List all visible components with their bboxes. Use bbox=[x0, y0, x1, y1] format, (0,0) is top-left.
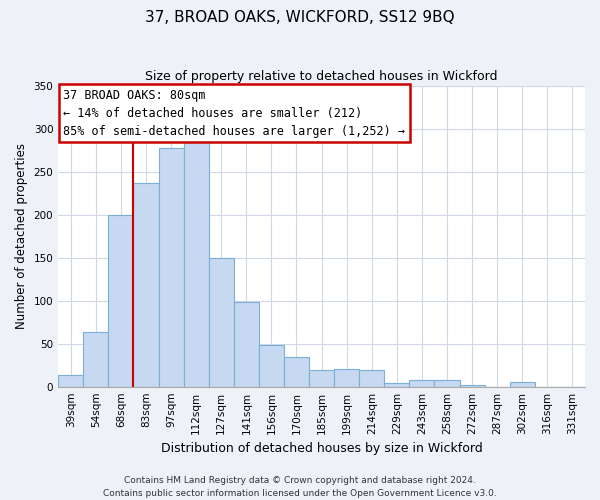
Bar bbox=[234, 302, 259, 386]
Text: 37, BROAD OAKS, WICKFORD, SS12 9BQ: 37, BROAD OAKS, WICKFORD, SS12 9BQ bbox=[145, 10, 455, 25]
Bar bbox=[58, 376, 83, 386]
Bar bbox=[83, 332, 109, 386]
Text: 37 BROAD OAKS: 80sqm
← 14% of detached houses are smaller (212)
85% of semi-deta: 37 BROAD OAKS: 80sqm ← 14% of detached h… bbox=[64, 88, 406, 138]
Bar bbox=[510, 382, 535, 386]
X-axis label: Distribution of detached houses by size in Wickford: Distribution of detached houses by size … bbox=[161, 442, 482, 455]
Bar bbox=[359, 370, 385, 386]
Bar bbox=[184, 136, 209, 386]
Bar bbox=[434, 380, 460, 386]
Text: Contains HM Land Registry data © Crown copyright and database right 2024.
Contai: Contains HM Land Registry data © Crown c… bbox=[103, 476, 497, 498]
Bar bbox=[158, 148, 184, 386]
Bar bbox=[334, 370, 359, 386]
Bar bbox=[133, 183, 158, 386]
Bar bbox=[259, 344, 284, 387]
Bar bbox=[284, 356, 309, 386]
Bar bbox=[460, 385, 485, 386]
Bar bbox=[109, 214, 133, 386]
Title: Size of property relative to detached houses in Wickford: Size of property relative to detached ho… bbox=[145, 70, 498, 83]
Bar bbox=[409, 380, 434, 386]
Bar bbox=[309, 370, 334, 386]
Y-axis label: Number of detached properties: Number of detached properties bbox=[15, 143, 28, 329]
Bar bbox=[209, 258, 234, 386]
Bar bbox=[385, 383, 409, 386]
